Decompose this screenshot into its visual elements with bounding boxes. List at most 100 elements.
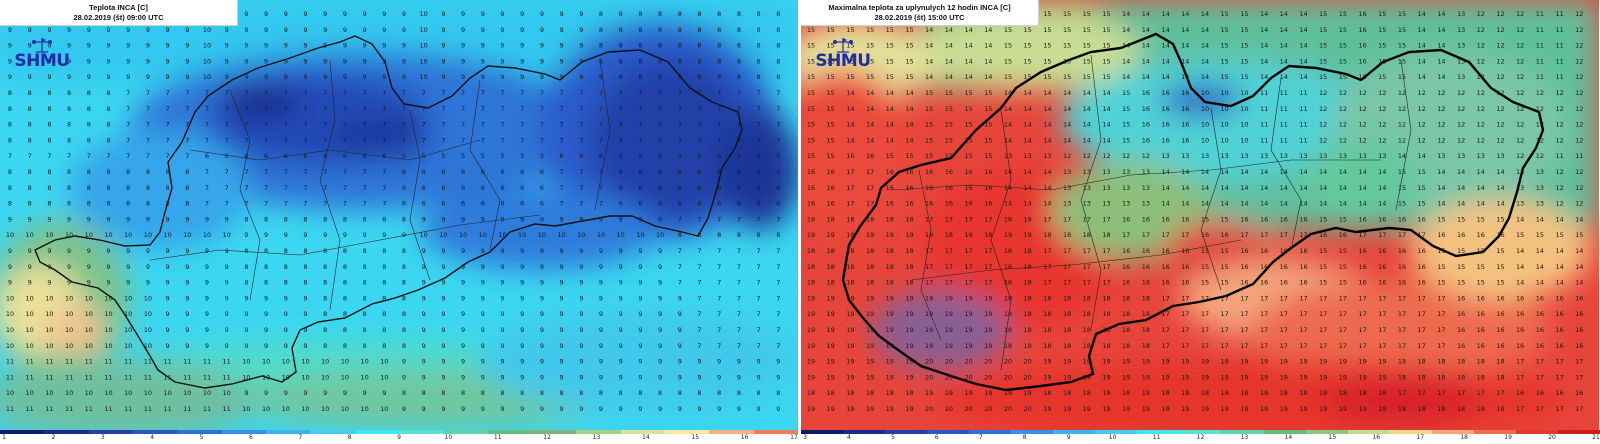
- grid-value-label: 16: [1161, 215, 1169, 223]
- grid-value-label: 9: [520, 57, 524, 65]
- grid-value-label: 16: [964, 184, 972, 192]
- grid-value-label: 15: [886, 152, 894, 160]
- grid-value-label: 13: [1477, 152, 1485, 160]
- color-scale-bar: [801, 430, 1600, 434]
- grid-value-label: 9: [422, 215, 426, 223]
- grid-value-label: 14: [1299, 73, 1307, 81]
- grid-value-label: 9: [363, 389, 367, 397]
- grid-value-label: 16: [1240, 279, 1248, 287]
- grid-value-label: 17: [866, 168, 874, 176]
- grid-value-label: 11: [183, 373, 191, 381]
- grid-value-label: 16: [1536, 342, 1544, 350]
- grid-value-label: 11: [1280, 89, 1288, 97]
- grid-value-label: 12: [1536, 136, 1544, 144]
- grid-value-label: 10: [617, 231, 625, 239]
- grid-value-label: 10: [439, 231, 447, 239]
- grid-value-label: 9: [264, 26, 268, 34]
- grid-value-label: 15: [1457, 279, 1465, 287]
- grid-value-label: 17: [1398, 342, 1406, 350]
- grid-value-label: 11: [1260, 89, 1268, 97]
- grid-value-label: 15: [1221, 26, 1229, 34]
- grid-value-label: 9: [244, 231, 248, 239]
- grid-value-label: 18: [807, 263, 815, 271]
- grid-value-label: 16: [984, 200, 992, 208]
- grid-value-label: 18: [866, 279, 874, 287]
- grid-value-label: 10: [203, 231, 211, 239]
- color-scale-label: 9: [397, 434, 401, 441]
- grid-value-label: 17: [1280, 310, 1288, 318]
- map-title-box: Teplota INCA [C] 28.02.2019 (št) 09:00 U…: [0, 0, 238, 26]
- grid-value-label: 14: [964, 26, 972, 34]
- grid-value-label: 8: [678, 10, 682, 18]
- grid-value-label: 12: [1496, 26, 1504, 34]
- grid-value-label: 14: [1260, 57, 1268, 65]
- grid-value-label: 19: [1358, 373, 1366, 381]
- grid-value-label: 14: [1181, 73, 1189, 81]
- grid-value-label: 11: [163, 405, 171, 413]
- grid-value-label: 6: [402, 200, 406, 208]
- grid-value-label: 7: [382, 200, 386, 208]
- grid-value-label: 14: [1319, 168, 1327, 176]
- grid-value-label: 18: [1043, 326, 1051, 334]
- grid-value-label: 12: [1496, 57, 1504, 65]
- grid-value-label: 7: [717, 136, 721, 144]
- grid-value-label: 19: [807, 231, 815, 239]
- grid-value-label: 20: [964, 358, 972, 366]
- color-scale-label: 8: [347, 434, 352, 441]
- grid-value-label: 15: [827, 26, 835, 34]
- grid-value-label: 14: [1083, 121, 1091, 129]
- grid-value-label: 14: [945, 57, 953, 65]
- grid-value-label: 9: [303, 73, 307, 81]
- grid-value-label: 9: [658, 326, 662, 334]
- grid-value-label: 8: [619, 26, 623, 34]
- grid-value-label: 9: [264, 73, 268, 81]
- color-scale-swatch: [753, 430, 798, 434]
- grid-value-label: 8: [757, 10, 761, 18]
- grid-value-label: 7: [757, 263, 761, 271]
- grid-value-label: 18: [1299, 389, 1307, 397]
- grid-value-label: 16: [1181, 105, 1189, 113]
- country-border: [34, 35, 743, 389]
- grid-value-label: 9: [47, 26, 51, 34]
- grid-value-label: 7: [205, 184, 209, 192]
- grid-value-label: 7: [737, 89, 741, 97]
- grid-value-label: 7: [638, 136, 642, 144]
- color-scale-swatch: [1515, 430, 1558, 434]
- grid-value-label: 19: [1201, 358, 1209, 366]
- grid-value-label: 10: [163, 231, 171, 239]
- grid-value-label: 11: [45, 358, 53, 366]
- grid-value-label: 14: [1221, 168, 1229, 176]
- grid-value-label: 14: [886, 136, 894, 144]
- grid-value-label: 18: [1043, 231, 1051, 239]
- grid-value-label: 6: [757, 168, 761, 176]
- grid-value-label: 8: [638, 57, 642, 65]
- color-scale-label: 19: [1504, 434, 1512, 441]
- grid-value-label: 9: [540, 294, 544, 302]
- grid-value-label: 7: [441, 136, 445, 144]
- grid-value-label: 8: [166, 200, 170, 208]
- grid-value-label: 9: [8, 73, 12, 81]
- grid-value-label: 15: [1221, 247, 1229, 255]
- grid-value-label: 7: [560, 200, 564, 208]
- grid-value-label: 9: [540, 279, 544, 287]
- grid-value-label: 10: [65, 326, 73, 334]
- grid-value-label: 9: [323, 389, 327, 397]
- grid-value-label: 18: [1102, 231, 1110, 239]
- grid-value-label: 9: [658, 373, 662, 381]
- grid-value-label: 19: [866, 358, 874, 366]
- grid-value-label: 14: [984, 26, 992, 34]
- grid-value-label: 13: [1496, 152, 1504, 160]
- grid-value-label: 18: [1378, 389, 1386, 397]
- grid-value-label: 15: [1319, 26, 1327, 34]
- grid-value-label: 18: [1083, 342, 1091, 350]
- weather-station-icon: [833, 38, 853, 53]
- grid-value-label: 19: [886, 342, 894, 350]
- grid-value-label: 17: [1319, 342, 1327, 350]
- grid-value-label: 6: [441, 184, 445, 192]
- grid-value-label: 10: [262, 358, 270, 366]
- grid-value-label: 8: [343, 247, 347, 255]
- grid-value-label: 9: [697, 358, 701, 366]
- grid-value-label: 15: [1418, 200, 1426, 208]
- grid-value-label: 15: [1063, 42, 1071, 50]
- grid-value-label: 8: [185, 184, 189, 192]
